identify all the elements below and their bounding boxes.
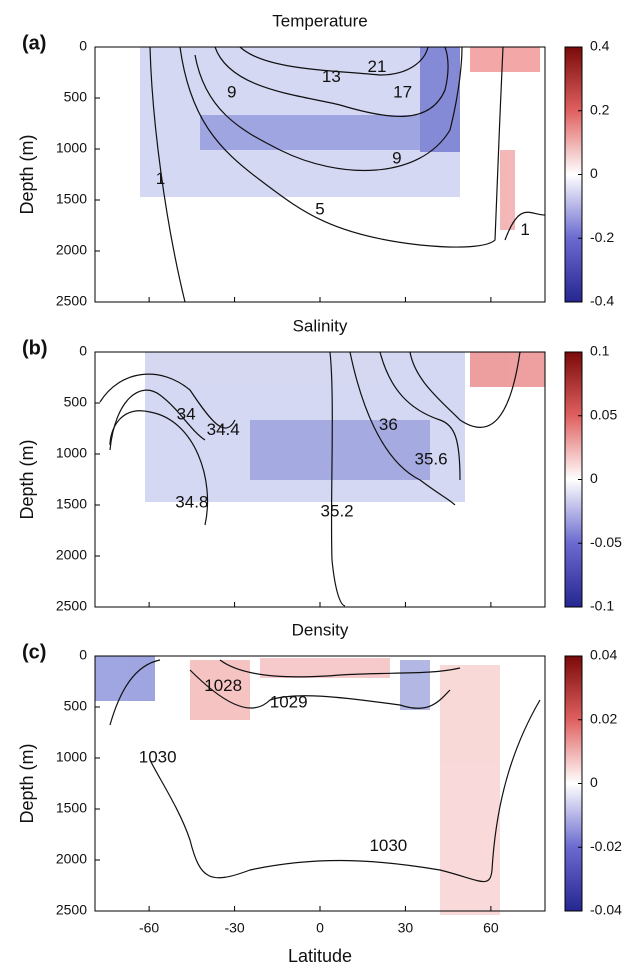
colorbar-tick-label: 0.4: [590, 38, 610, 54]
contour-label: 34: [177, 405, 196, 424]
contour-label: 17: [393, 82, 412, 101]
shading: [95, 47, 545, 915]
contours: [99, 46, 546, 883]
y-axis-label: Depth (m): [17, 439, 37, 519]
colorbar-tick-label: 0.04: [590, 647, 617, 663]
colorbar-tick-label: -0.2: [590, 229, 614, 245]
y-axis-label: Depth (m): [17, 134, 37, 214]
colorbar-tick-label: 0: [590, 165, 598, 181]
colorbar-tick-label: -0.4: [590, 293, 614, 309]
x-tick-label: 60: [483, 920, 499, 936]
y-tick-label: 1500: [56, 191, 87, 207]
panel-title: Salinity: [293, 316, 348, 335]
contour-label: 1028: [204, 676, 242, 695]
y-tick-label: 1500: [56, 800, 87, 816]
y-tick-label: 2000: [56, 242, 87, 258]
colorbar-tick-label: 0.2: [590, 101, 610, 117]
colorbar-tick-label: -0.05: [590, 534, 622, 550]
contour-label: 34.4: [207, 420, 240, 439]
y-tick-label: 1000: [56, 445, 87, 461]
panel-label: (a): [22, 32, 46, 54]
y-tick-label: 0: [79, 38, 87, 54]
y-tick-label: 1500: [56, 496, 87, 512]
contour-label: 13: [322, 67, 341, 86]
y-tick-label: 2500: [56, 902, 87, 918]
panel-label: (b): [22, 337, 48, 359]
contour-label: 1: [156, 169, 165, 188]
y-tick-label: 2500: [56, 293, 87, 309]
panel-label: (c): [22, 641, 46, 663]
contour-label: 1029: [270, 692, 308, 711]
colorbar-tick-label: 0.05: [590, 406, 617, 422]
y-tick-label: 0: [79, 647, 87, 663]
y-tick-label: 2000: [56, 851, 87, 867]
colorbar-tick-label: 0.1: [590, 343, 610, 359]
colorbar-tick-label: -0.02: [590, 838, 622, 854]
x-tick-label: 0: [316, 920, 324, 936]
contour-label: 1: [520, 220, 529, 239]
colorbar-tick-label: 0: [590, 774, 598, 790]
y-tick-label: 0: [79, 343, 87, 359]
contour-label: 35.2: [321, 502, 354, 521]
colorbar-tick-label: 0.02: [590, 710, 617, 726]
contour-label: 9: [227, 82, 236, 101]
x-tick-label: -60: [139, 920, 159, 936]
y-tick-label: 1000: [56, 140, 87, 156]
y-tick-label: 500: [64, 89, 88, 105]
contour-label: 21: [368, 57, 387, 76]
x-tick-label: -30: [224, 920, 244, 936]
colorbar-tick-label: -0.04: [590, 902, 622, 918]
contour-label: 34.8: [175, 492, 208, 511]
x-axis-label: Latitude: [288, 946, 352, 965]
contour-label: 1030: [369, 836, 407, 855]
y-tick-label: 500: [64, 698, 88, 714]
y-tick-label: 2500: [56, 598, 87, 614]
contour-label: 1030: [139, 747, 177, 766]
x-tick-label: 30: [398, 920, 414, 936]
colorbar-tick-label: -0.1: [590, 598, 614, 614]
y-axis-label: Depth (m): [17, 743, 37, 823]
y-tick-label: 500: [64, 394, 88, 410]
colorbar-tick-label: 0: [590, 470, 598, 486]
y-tick-label: 2000: [56, 547, 87, 563]
contour-label: 9: [392, 149, 401, 168]
y-tick-label: 1000: [56, 749, 87, 765]
contour-label: 36: [379, 415, 398, 434]
contour-label: 5: [315, 200, 324, 219]
panel-title: Temperature: [272, 11, 367, 30]
contour-label: 35.6: [415, 450, 448, 469]
panel-title: Density: [292, 620, 349, 639]
